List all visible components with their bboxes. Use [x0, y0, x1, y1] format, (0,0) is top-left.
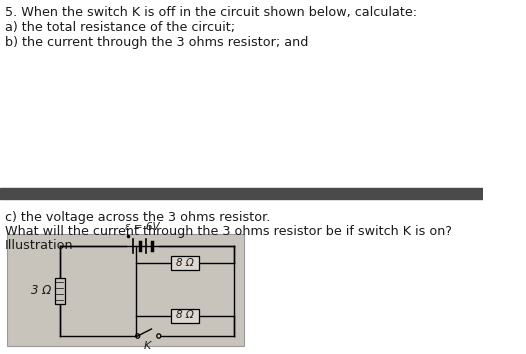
Text: ε = 6V: ε = 6V	[125, 222, 159, 232]
Text: 8 Ω: 8 Ω	[176, 310, 194, 320]
Text: What will the current through the 3 ohms resistor be if switch K is on?: What will the current through the 3 ohms…	[5, 225, 452, 238]
Bar	[171, 256, 199, 269]
Text: c) the voltage across the 3 ohms resistor.: c) the voltage across the 3 ohms resisto…	[5, 211, 270, 224]
Bar	[55, 278, 65, 304]
Text: K: K	[144, 341, 151, 351]
Text: 5. When the switch K is off in the circuit shown below, calculate:: 5. When the switch K is off in the circu…	[5, 6, 417, 19]
Bar	[0, 188, 483, 199]
Text: a) the total resistance of the circuit;: a) the total resistance of the circuit;	[5, 21, 235, 34]
Text: 3 Ω: 3 Ω	[31, 285, 52, 297]
Text: Illustration: Illustration	[5, 239, 73, 252]
Text: b) the current through the 3 ohms resistor; and: b) the current through the 3 ohms resist…	[5, 36, 308, 49]
Text: 8 Ω: 8 Ω	[176, 257, 194, 268]
Bar	[171, 308, 199, 322]
Bar	[7, 234, 244, 346]
